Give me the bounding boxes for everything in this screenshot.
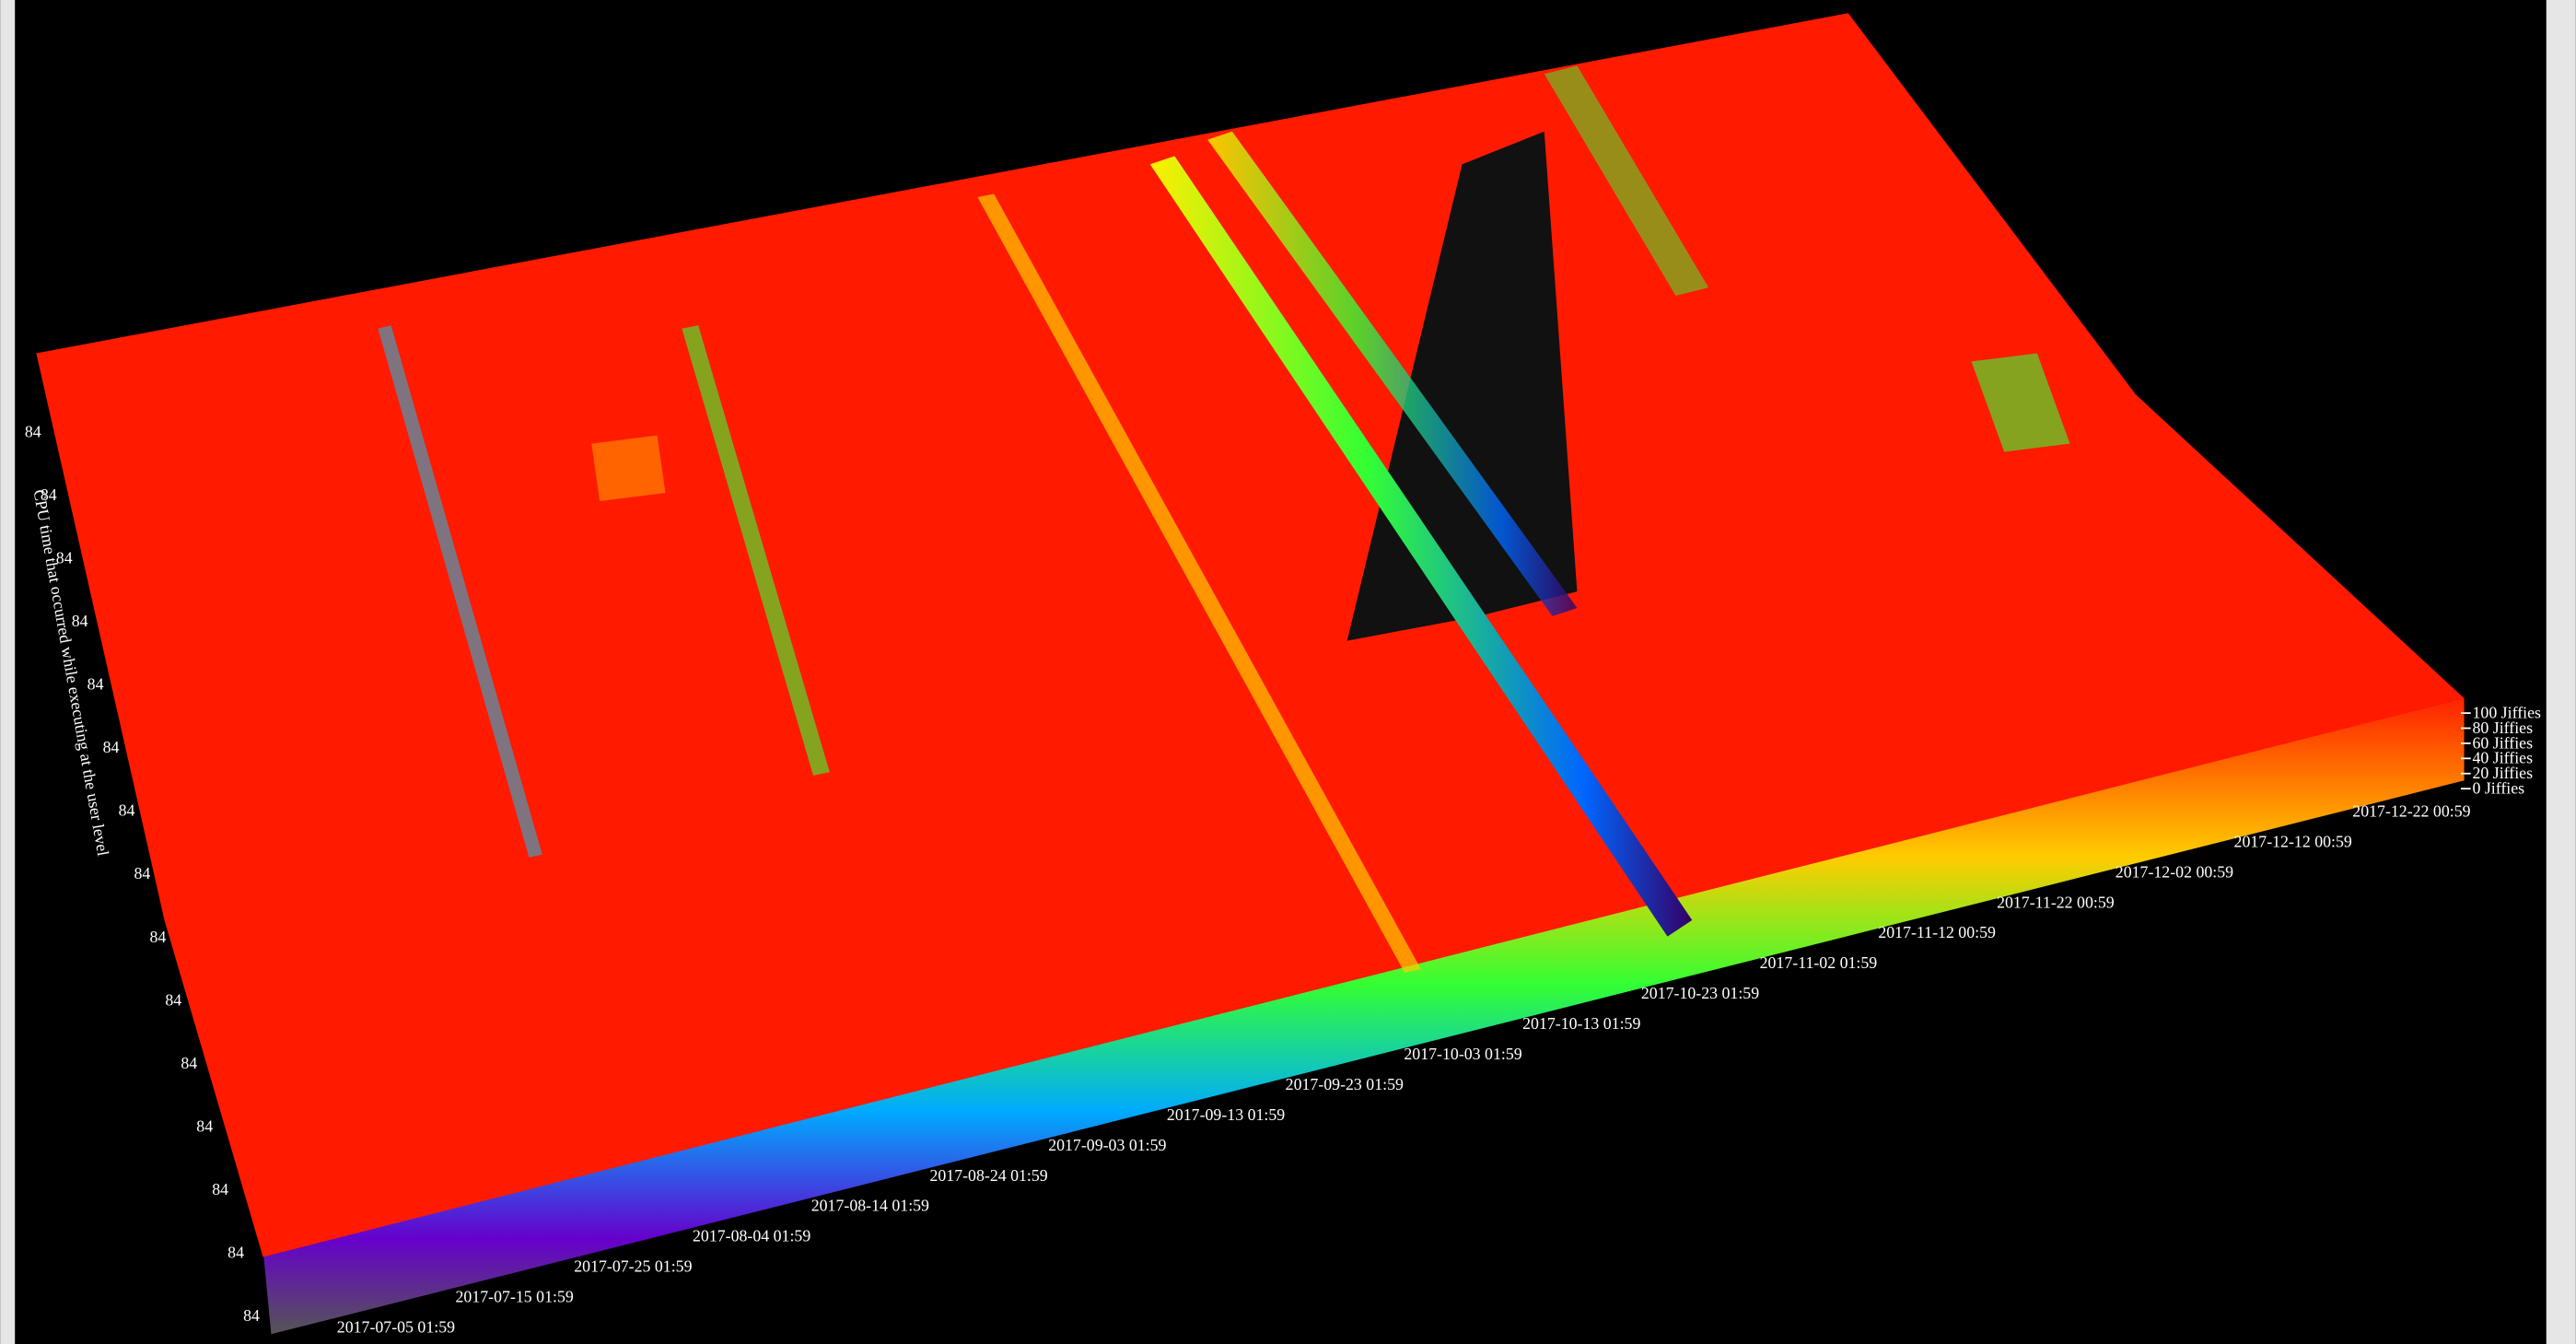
y-tick-label: 84 [103, 738, 120, 756]
y-tick-label: 84 [227, 1243, 244, 1261]
x-tick-label: 2017-07-05 01:59 [337, 1318, 455, 1337]
window-border [2546, 0, 2576, 1344]
y-tick-label: 84 [41, 485, 57, 504]
x-tick-label: 2017-08-14 01:59 [811, 1197, 929, 1215]
y-tick-label: 84 [149, 928, 166, 946]
x-tick-label: 2017-12-22 00:59 [2352, 801, 2470, 820]
y-tick-label: 84 [165, 990, 181, 1009]
surface-patch [591, 435, 666, 502]
x-tick-label: 2017-09-03 01:59 [1048, 1136, 1166, 1154]
z-tick-label: 0 Jiffies [2472, 778, 2524, 797]
x-tick-label: 2017-10-03 01:59 [1404, 1045, 1521, 1063]
surface-ridge [378, 325, 542, 859]
z-tick-label: 20 Jiffies [2472, 764, 2533, 782]
z-tick-label: 100 Jiffies [2472, 703, 2541, 721]
y-tick-label: 84 [87, 675, 104, 694]
z-tick-label: 80 Jiffies [2472, 719, 2533, 737]
x-tick-label: 2017-12-02 00:59 [2116, 862, 2233, 881]
y-tick-label: 84 [243, 1306, 260, 1325]
z-tick-label: 60 Jiffies [2472, 733, 2533, 752]
surface-ridge [977, 193, 1421, 973]
surface-ridge [1149, 156, 1693, 937]
x-tick-label: 2017-08-04 01:59 [693, 1227, 810, 1245]
z-tick-label: 40 Jiffies [2472, 749, 2533, 767]
x-tick-label: 2017-11-22 00:59 [1997, 893, 2115, 911]
x-tick-label: 2017-09-13 01:59 [1167, 1105, 1285, 1124]
x-tick-label: 2017-07-25 01:59 [574, 1257, 692, 1276]
y-tick-label: 84 [119, 801, 135, 820]
y-tick-label: 84 [25, 422, 41, 440]
window-border [0, 0, 16, 1344]
surface-patch [1971, 353, 2070, 452]
x-tick-label: 2017-12-12 00:59 [2234, 832, 2352, 850]
surface-ridge [1207, 131, 1578, 616]
surface-top [36, 13, 2465, 1257]
y-tick-label: 84 [134, 864, 151, 882]
y-tick-label: 84 [212, 1180, 228, 1198]
surface [36, 13, 2465, 1335]
surface-ridge [682, 325, 830, 776]
x-tick-label: 2017-10-23 01:59 [1641, 984, 1759, 1002]
surface-ridge [1544, 65, 1709, 297]
y-tick-label: 84 [196, 1116, 213, 1135]
x-tick-label: 2017-07-15 01:59 [456, 1288, 574, 1306]
surface-front [262, 698, 2465, 1335]
y-tick-label: 84 [181, 1054, 197, 1072]
x-tick-label: 2017-11-02 01:59 [1760, 953, 1878, 972]
x-tick-label: 2017-08-24 01:59 [929, 1166, 1047, 1185]
y-tick-label: 84 [56, 549, 73, 567]
x-tick-label: 2017-09-23 01:59 [1286, 1075, 1404, 1093]
x-tick-label: 2017-11-12 00:59 [1878, 923, 1996, 941]
x-tick-label: 2017-10-13 01:59 [1522, 1014, 1640, 1033]
y-tick-label: 84 [72, 612, 88, 630]
